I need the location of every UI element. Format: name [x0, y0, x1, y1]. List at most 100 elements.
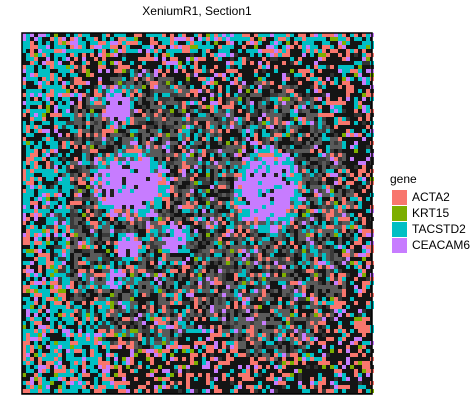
spot: [162, 133, 166, 137]
spot: [54, 157, 58, 161]
spot: [142, 169, 146, 173]
spot: [294, 73, 298, 77]
spot: [78, 265, 82, 269]
spot: [42, 61, 46, 65]
spot: [222, 317, 226, 321]
spot: [46, 213, 50, 217]
spot: [290, 101, 294, 105]
spot: [262, 173, 266, 177]
spot: [198, 117, 202, 121]
spot: [102, 193, 106, 197]
spot: [266, 113, 270, 117]
spot: [54, 265, 58, 269]
spot: [338, 169, 342, 173]
spot: [302, 149, 306, 153]
spot: [278, 265, 282, 269]
spot: [106, 297, 110, 301]
spot: [66, 125, 70, 129]
spot: [274, 145, 278, 149]
spot: [314, 201, 318, 205]
spot: [278, 189, 282, 193]
spot: [330, 337, 334, 341]
spot: [150, 145, 154, 149]
spot: [134, 117, 138, 121]
spot: [138, 277, 142, 281]
spot: [38, 237, 42, 241]
spot: [242, 121, 246, 125]
spot: [62, 333, 66, 337]
spot: [38, 69, 42, 73]
spot: [322, 57, 326, 61]
spot: [154, 317, 158, 321]
spot: [86, 101, 90, 105]
spot: [110, 49, 114, 53]
spot: [238, 41, 242, 45]
spot: [334, 173, 338, 177]
spot: [150, 257, 154, 261]
spot: [142, 245, 146, 249]
spot: [258, 297, 262, 301]
spot: [70, 77, 74, 81]
spot: [242, 37, 246, 41]
spot: [138, 81, 142, 85]
spot: [274, 157, 278, 161]
spot: [102, 189, 106, 193]
spot: [78, 81, 82, 85]
spot: [334, 269, 338, 273]
spot: [158, 89, 162, 93]
spot: [126, 65, 130, 69]
spot: [30, 53, 34, 57]
spot: [290, 137, 294, 141]
spot: [38, 177, 42, 181]
spot: [126, 317, 130, 321]
spot: [282, 281, 286, 285]
spot: [266, 217, 270, 221]
spot: [234, 101, 238, 105]
spot: [30, 157, 34, 161]
spot: [90, 305, 94, 309]
spot: [254, 157, 258, 161]
spot: [134, 273, 138, 277]
spot: [146, 309, 150, 313]
spot: [110, 173, 114, 177]
spot: [94, 301, 98, 305]
spot: [62, 209, 66, 213]
spot: [258, 253, 262, 257]
spot: [218, 129, 222, 133]
spot: [166, 305, 170, 309]
spot: [210, 125, 214, 129]
spot: [302, 333, 306, 337]
spot: [154, 325, 158, 329]
spot: [90, 221, 94, 225]
spot: [194, 273, 198, 277]
spot: [98, 273, 102, 277]
spot: [334, 101, 338, 105]
spot: [130, 145, 134, 149]
spot: [190, 117, 194, 121]
spot: [254, 313, 258, 317]
spot: [114, 101, 118, 105]
spot: [22, 337, 26, 341]
spot: [254, 305, 258, 309]
spot: [290, 33, 294, 37]
spot: [242, 277, 246, 281]
spot: [238, 261, 242, 265]
spot: [222, 341, 226, 345]
spot: [138, 197, 142, 201]
spot: [174, 93, 178, 97]
spot: [362, 45, 366, 49]
spot: [62, 49, 66, 53]
spot: [254, 249, 258, 253]
spot: [94, 257, 98, 261]
spot: [98, 93, 102, 97]
spot: [198, 41, 202, 45]
spot: [90, 233, 94, 237]
spot: [354, 105, 358, 109]
spot: [82, 285, 86, 289]
spot: [306, 113, 310, 117]
spot: [294, 301, 298, 305]
spot: [342, 257, 346, 261]
spot: [310, 157, 314, 161]
spot: [94, 297, 98, 301]
spot: [278, 41, 282, 45]
